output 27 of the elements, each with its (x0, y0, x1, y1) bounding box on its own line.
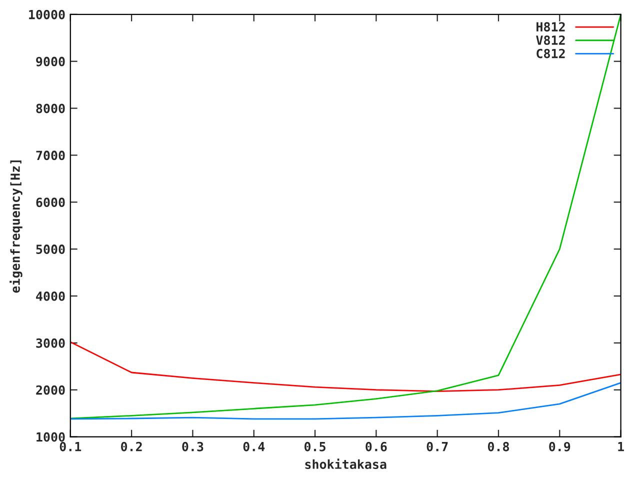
x-tick-label: 0.2 (121, 442, 142, 452)
y-tick-label: 9000 (36, 56, 65, 66)
y-tick-label: 2000 (36, 385, 65, 395)
y-tick-label: 1000 (36, 432, 65, 442)
y-tick-label: 6000 (36, 198, 65, 208)
y-tick-label: 8000 (36, 104, 65, 114)
x-tick-label: 0.4 (243, 442, 265, 452)
x-tick-label: 0.9 (549, 442, 570, 452)
y-tick-label: 10000 (29, 10, 65, 20)
x-tick-label: 0.1 (60, 442, 82, 452)
x-tick-label: 0.3 (182, 442, 204, 452)
x-tick-label: 0.7 (426, 442, 448, 452)
line-series (70, 382, 621, 420)
x-tick-label: 0.5 (304, 442, 326, 452)
legend-label: H812 (536, 22, 565, 32)
line-series (70, 341, 621, 392)
y-tick-label: 5000 (36, 244, 65, 254)
y-axis-title: eigenfrequency[Hz] (10, 160, 22, 293)
legend-label: C812 (536, 48, 565, 58)
y-tick-label: 7000 (36, 150, 65, 160)
x-tick-label: 1 (618, 442, 624, 452)
x-tick-label: 0.6 (366, 442, 387, 452)
legend-label: V812 (536, 35, 565, 45)
y-tick-label: 4000 (36, 291, 65, 301)
x-tick-label: 0.8 (488, 442, 509, 452)
x-axis-title: shokitakasa (305, 458, 386, 469)
y-tick-label: 3000 (36, 338, 65, 348)
